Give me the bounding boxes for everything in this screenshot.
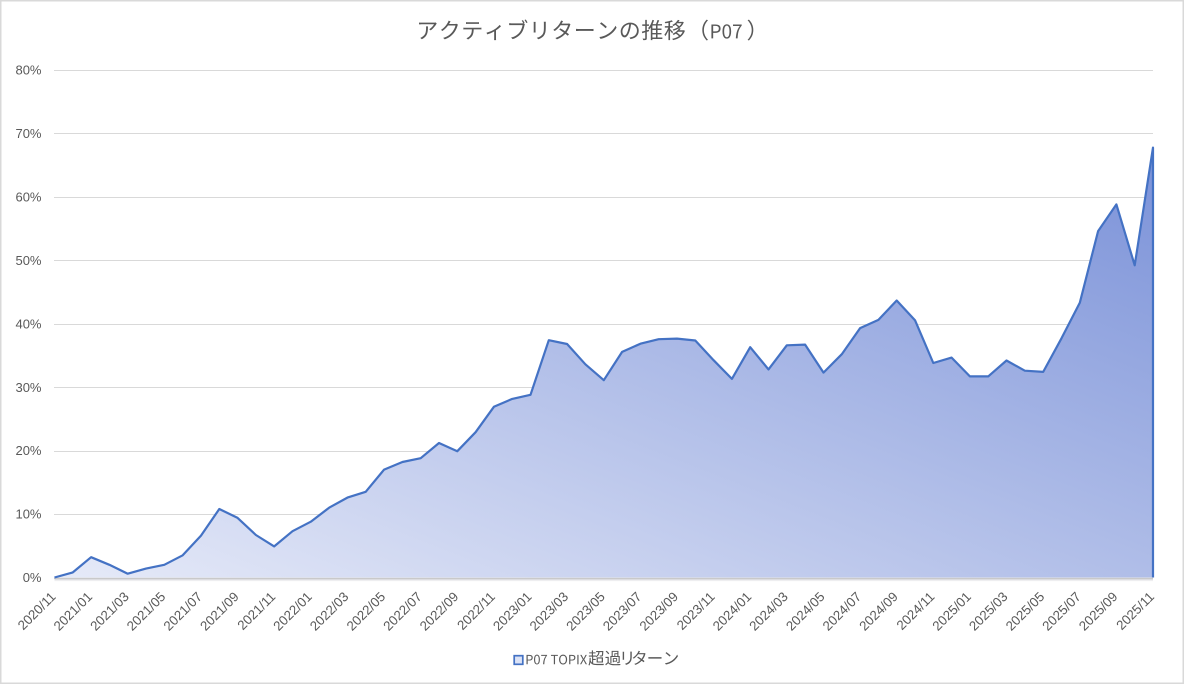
svg-text:70%: 70% — [15, 126, 41, 141]
svg-text:40%: 40% — [15, 316, 41, 331]
svg-text:60%: 60% — [15, 189, 41, 204]
svg-text:80%: 80% — [15, 63, 41, 78]
svg-text:50%: 50% — [15, 253, 41, 268]
svg-text:30%: 30% — [15, 380, 41, 395]
svg-text:10%: 10% — [15, 507, 41, 522]
svg-text:0%: 0% — [23, 570, 42, 585]
svg-text:20%: 20% — [15, 443, 41, 458]
